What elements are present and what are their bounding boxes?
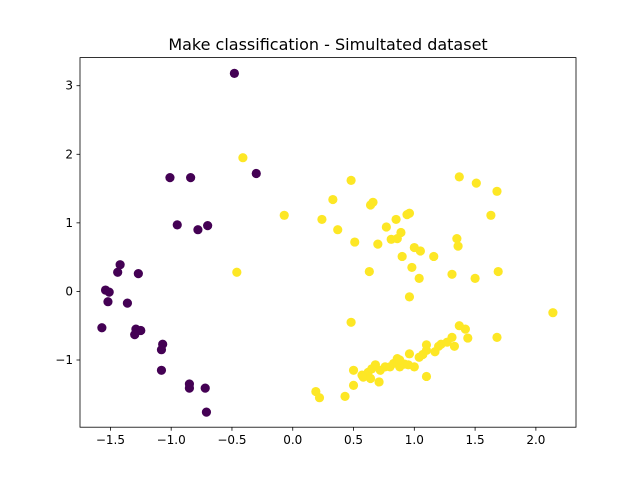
data-point-class-1 bbox=[492, 332, 502, 342]
x-tick-label: 1.0 bbox=[405, 433, 424, 447]
data-point-class-1 bbox=[279, 210, 289, 220]
axes-frame bbox=[79, 57, 577, 428]
data-point-class-1 bbox=[364, 266, 374, 277]
data-point-class-1 bbox=[232, 267, 242, 277]
chart-title: Make classification - Simultated dataset bbox=[168, 35, 487, 54]
data-point-class-1 bbox=[365, 373, 376, 384]
y-tick-label: 3 bbox=[65, 79, 73, 93]
data-point-class-1 bbox=[414, 273, 424, 283]
data-point-class-1 bbox=[374, 377, 384, 387]
data-point-class-0 bbox=[130, 330, 140, 340]
data-point-class-1 bbox=[333, 225, 343, 235]
data-point-class-0 bbox=[200, 383, 210, 393]
data-point-class-1 bbox=[314, 393, 325, 403]
data-point-class-0 bbox=[156, 365, 167, 375]
y-tick-label: 0 bbox=[65, 284, 73, 298]
data-point-class-0 bbox=[229, 68, 239, 78]
data-point-class-1 bbox=[453, 241, 463, 251]
x-tick-label: −1.5 bbox=[96, 433, 125, 447]
data-point-class-1 bbox=[395, 355, 405, 365]
data-point-class-1 bbox=[454, 172, 464, 182]
data-point-class-1 bbox=[404, 349, 415, 359]
data-point-class-1 bbox=[447, 269, 457, 279]
data-point-class-0 bbox=[201, 407, 212, 417]
data-point-class-1 bbox=[471, 178, 481, 188]
data-point-class-1 bbox=[493, 266, 503, 277]
data-point-class-1 bbox=[404, 292, 415, 302]
data-point-class-1 bbox=[381, 222, 391, 232]
x-tick-label: 0.0 bbox=[283, 433, 302, 447]
data-point-class-1 bbox=[348, 380, 359, 390]
data-point-class-1 bbox=[317, 214, 327, 225]
data-point-class-1 bbox=[407, 262, 417, 273]
y-tick-label: −1 bbox=[55, 353, 73, 367]
data-point-class-0 bbox=[165, 173, 175, 183]
data-point-class-0 bbox=[156, 345, 167, 355]
data-point-class-1 bbox=[460, 324, 470, 334]
data-point-class-0 bbox=[133, 269, 143, 279]
data-point-class-1 bbox=[434, 341, 444, 351]
data-point-class-1 bbox=[452, 234, 462, 244]
data-point-class-1 bbox=[346, 175, 356, 185]
data-point-class-0 bbox=[104, 287, 114, 297]
data-point-class-1 bbox=[492, 186, 502, 196]
data-point-class-1 bbox=[421, 371, 432, 382]
data-point-class-1 bbox=[350, 237, 360, 247]
data-point-class-1 bbox=[449, 341, 460, 351]
data-point-class-1 bbox=[346, 317, 356, 327]
data-point-class-0 bbox=[251, 168, 261, 179]
y-axis-ticks: −1 0 1 2 3 bbox=[55, 79, 80, 367]
data-point-class-0 bbox=[113, 267, 123, 277]
y-tick-label: 1 bbox=[65, 216, 73, 230]
data-point-class-1 bbox=[373, 239, 383, 249]
data-point-class-0 bbox=[203, 221, 213, 231]
data-point-class-0 bbox=[103, 297, 113, 307]
y-tick-label: 2 bbox=[65, 147, 73, 161]
data-point-class-0 bbox=[172, 220, 182, 230]
data-point-class-1 bbox=[328, 194, 338, 205]
data-point-class-1 bbox=[421, 345, 432, 355]
data-point-class-1 bbox=[548, 308, 558, 318]
x-tick-label: −1.0 bbox=[157, 433, 186, 447]
data-point-class-0 bbox=[184, 383, 195, 393]
data-point-class-1 bbox=[470, 273, 480, 283]
data-point-class-0 bbox=[186, 173, 196, 183]
data-point-class-1 bbox=[403, 360, 413, 370]
data-point-class-1 bbox=[358, 372, 368, 382]
data-point-class-1 bbox=[391, 214, 401, 225]
x-tick-label: 1.5 bbox=[466, 433, 485, 447]
data-point-class-0 bbox=[97, 323, 107, 333]
data-point-class-0 bbox=[122, 298, 133, 308]
x-tick-label: −0.5 bbox=[217, 433, 246, 447]
data-point-class-1 bbox=[486, 210, 496, 220]
data-point-class-1 bbox=[397, 251, 407, 262]
data-point-class-0 bbox=[115, 260, 125, 270]
data-point-class-1 bbox=[404, 208, 415, 218]
data-point-class-1 bbox=[447, 332, 457, 342]
data-point-class-1 bbox=[368, 197, 378, 207]
data-point-class-1 bbox=[415, 246, 425, 256]
x-tick-label: 0.5 bbox=[344, 433, 363, 447]
data-point-class-1 bbox=[429, 251, 439, 262]
data-point-class-1 bbox=[396, 227, 406, 238]
data-point-class-0 bbox=[193, 225, 203, 235]
x-axis-ticks: −1.5 −1.0 −0.5 0.0 0.5 1.0 1.5 2.0 bbox=[96, 427, 545, 447]
x-tick-label: 2.0 bbox=[526, 433, 545, 447]
data-point-class-1 bbox=[238, 153, 248, 163]
points-layer bbox=[97, 68, 558, 417]
data-point-class-1 bbox=[340, 391, 350, 401]
data-point-class-1 bbox=[348, 365, 359, 375]
data-point-class-1 bbox=[463, 333, 473, 343]
